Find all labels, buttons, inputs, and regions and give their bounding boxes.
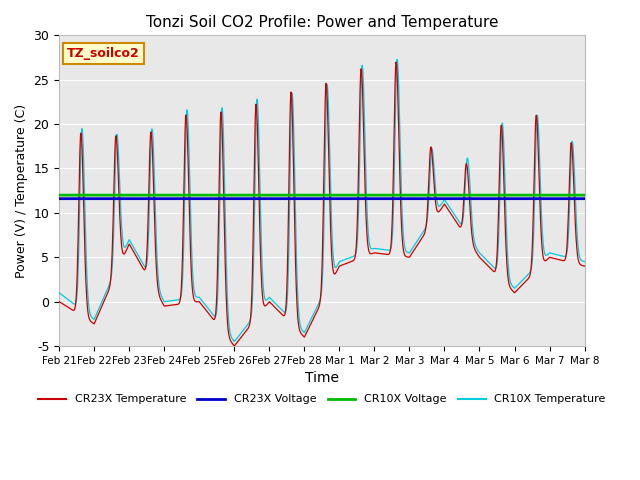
Legend: CR23X Temperature, CR23X Voltage, CR10X Voltage, CR10X Temperature: CR23X Temperature, CR23X Voltage, CR10X … — [33, 390, 611, 409]
Text: TZ_soilco2: TZ_soilco2 — [67, 47, 140, 60]
X-axis label: Time: Time — [305, 372, 339, 385]
Title: Tonzi Soil CO2 Profile: Power and Temperature: Tonzi Soil CO2 Profile: Power and Temper… — [146, 15, 498, 30]
Y-axis label: Power (V) / Temperature (C): Power (V) / Temperature (C) — [15, 104, 28, 278]
